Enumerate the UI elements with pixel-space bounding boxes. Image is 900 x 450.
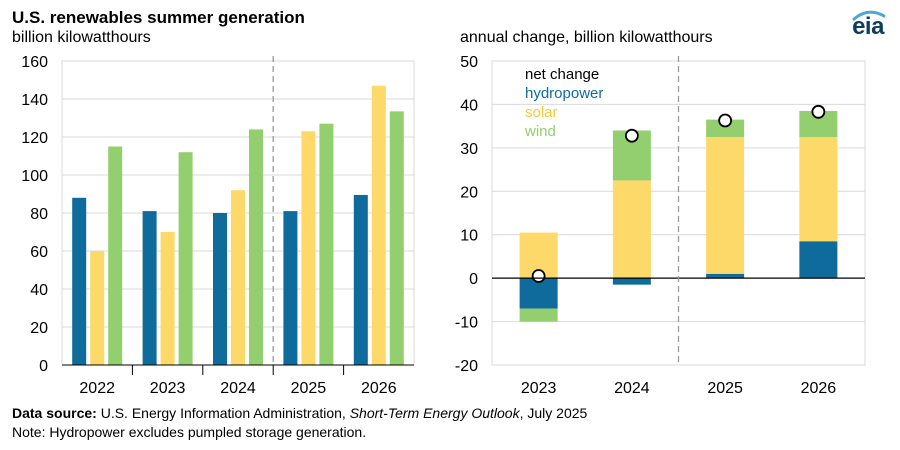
bar-solar-2023 [160, 232, 175, 365]
bar-solar-2026 [799, 137, 838, 242]
y-tick-label: -10 [455, 315, 478, 332]
y-tick-label: 40 [460, 97, 478, 114]
legend-wind: wind [524, 123, 556, 140]
x-tick-label: 2024 [614, 380, 650, 397]
y-tick-label: 120 [21, 130, 48, 147]
left-chart-unit-label: billion kilowatthours [12, 29, 151, 46]
source-org: U.S. Energy Information Administration, [100, 405, 346, 421]
bar-hydropower-2024 [612, 278, 651, 285]
bar-wind-2023 [178, 152, 193, 365]
y-tick-label: 140 [21, 92, 48, 109]
bar-solar-2026 [371, 85, 386, 365]
source-label: Data source: [12, 405, 97, 421]
bar-hydropower-2026 [799, 241, 838, 279]
x-tick-label: 2026 [801, 380, 837, 397]
x-tick-label: 2025 [291, 380, 327, 397]
bar-hydropower-2026 [353, 194, 368, 365]
y-tick-label: 100 [21, 168, 48, 185]
bar-hydropower-2025 [283, 211, 298, 365]
bar-solar-2022 [90, 251, 105, 365]
bar-solar-2024 [231, 190, 245, 365]
bar-hydropower-2022 [72, 197, 87, 365]
bar-hydropower-2023 [519, 278, 558, 309]
bar-solar-2025 [706, 137, 745, 274]
legend-solar: solar [525, 104, 558, 121]
source-publication: Short-Term Energy Outlook [349, 405, 520, 421]
bar-wind-2025 [706, 119, 745, 137]
net-change-marker-2026 [811, 104, 826, 119]
net-change-marker-2023 [531, 269, 546, 283]
bar-wind-2026 [389, 111, 404, 365]
x-tick-label: 2023 [521, 380, 557, 397]
y-tick-label: 160 [21, 54, 48, 71]
x-tick-label: 2022 [79, 380, 115, 397]
y-tick-label: 20 [460, 184, 478, 201]
chart-title: U.S. renewables summer generation [12, 8, 305, 27]
x-tick-label: 2024 [220, 380, 256, 397]
y-tick-label: 50 [460, 54, 478, 71]
bar-wind-2024 [249, 129, 263, 365]
y-tick-label: 0 [469, 271, 478, 288]
data-source: Data source: U.S. Energy Information Adm… [12, 405, 587, 421]
x-tick-label: 2025 [707, 380, 743, 397]
x-tick-label: 2026 [361, 380, 397, 397]
right-chart: -20 -10 0 10 20 30 40 50 2023 2024 2025 2026 net cha… [455, 54, 866, 397]
bar-wind-2022 [108, 146, 123, 365]
source-date: , July 2025 [519, 405, 588, 421]
eia-logo-text: eia [852, 13, 884, 40]
y-tick-label: 60 [30, 244, 48, 261]
bar-solar-2025 [301, 131, 316, 365]
bar-wind-2025 [319, 123, 334, 365]
left-chart: 0 20 40 60 80 100 120 140 160 2022 2023 2024 2025 202… [21, 54, 415, 397]
y-tick-label: 10 [460, 228, 478, 245]
bar-solar-2024 [612, 180, 651, 279]
y-tick-label: 40 [30, 282, 48, 299]
y-tick-label: 80 [30, 206, 48, 223]
x-tick-label: 2023 [150, 380, 186, 397]
eia-logo [852, 10, 886, 21]
bar-hydropower-2024 [213, 213, 227, 365]
y-tick-label: -20 [455, 358, 478, 375]
y-tick-label: 20 [30, 320, 48, 337]
bar-hydropower-2023 [142, 211, 157, 365]
y-tick-label: 30 [460, 141, 478, 158]
legend-net-change: net change [525, 66, 599, 83]
bar-hydropower-2025 [706, 273, 745, 279]
net-change-marker-2025 [718, 113, 733, 128]
net-change-marker-2024 [624, 128, 639, 143]
legend-hydropower: hydropower [525, 85, 603, 102]
bar-wind-2023 [519, 308, 558, 322]
y-tick-label: 0 [39, 358, 48, 375]
right-chart-unit-label: annual change, billion kilowatthours [460, 29, 713, 46]
footnote: Note: Hydropower excludes pumpled storag… [12, 424, 367, 440]
